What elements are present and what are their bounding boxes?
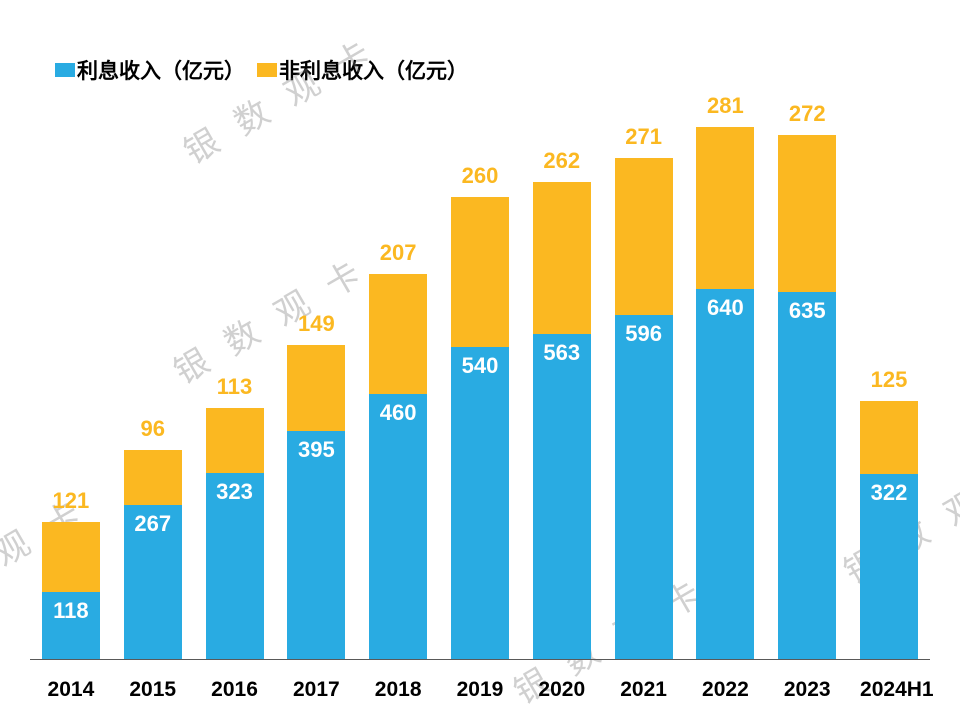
x-axis-label: 2021 [615, 678, 673, 702]
x-axis-label: 2024H1 [860, 678, 918, 702]
bar-segment-interest: 460 [369, 394, 427, 660]
bar-segment-interest: 635 [778, 292, 836, 660]
bar-segment-non-interest [615, 158, 673, 315]
x-axis-label: 2014 [42, 678, 100, 702]
bar-segment-non-interest [124, 450, 182, 506]
x-axis-label: 2020 [533, 678, 591, 702]
bar-segment-label: 640 [707, 289, 744, 321]
bar-group: 113 323 [206, 110, 264, 660]
x-axis-baseline [30, 659, 930, 660]
bar-top-label: 113 [206, 374, 264, 400]
bar-segment-non-interest [533, 182, 591, 334]
bar-segment-label: 596 [625, 315, 662, 347]
bar-segment-interest: 640 [696, 289, 754, 660]
legend-label: 利息收入（亿元） [77, 55, 245, 85]
bar-segment-interest: 596 [615, 315, 673, 660]
bar-segment-label: 540 [462, 347, 499, 379]
bar-top-label: 260 [451, 163, 509, 189]
bar-segment-label: 267 [134, 505, 171, 537]
bars-container: 121 118 96 267 113 323 149 395 207 460 260 540 262 56… [30, 110, 930, 660]
bar-segment-label: 395 [298, 431, 335, 463]
x-axis-label: 2017 [287, 678, 345, 702]
bar-segment-non-interest [860, 401, 918, 473]
bar-group: 262 563 [533, 110, 591, 660]
legend-item: 利息收入（亿元） [55, 55, 245, 85]
bar-top-label: 125 [860, 367, 918, 393]
bar-group: 125 322 [860, 110, 918, 660]
bar-segment-label: 460 [380, 394, 417, 426]
bar-top-label: 207 [369, 240, 427, 266]
stacked-bar-chart: 利息收入（亿元）非利息收入（亿元） 银数观卡银数观卡银数观卡银数观卡银数观卡 1… [0, 0, 960, 720]
bar-top-label: 281 [696, 93, 754, 119]
bar-segment-interest: 563 [533, 334, 591, 660]
bar-segment-interest: 395 [287, 431, 345, 660]
bar-segment-non-interest [42, 522, 100, 592]
bar-top-label: 149 [287, 311, 345, 337]
bar-top-label: 121 [42, 488, 100, 514]
x-axis-label: 2015 [124, 678, 182, 702]
bar-segment-non-interest [287, 345, 345, 431]
bar-group: 272635 [778, 110, 836, 660]
bar-segment-non-interest [778, 135, 836, 292]
x-axis-labels: 2014 2015 2016 2017 2018 2019 2020 2021 2022 2023… [30, 678, 930, 702]
bar-group: 271 596 [615, 110, 673, 660]
bar-segment-interest: 540 [451, 347, 509, 660]
bar-group: 260 540 [451, 110, 509, 660]
bar-top-label: 96 [124, 416, 182, 442]
x-axis-label: 2018 [369, 678, 427, 702]
bar-top-label: 272 [778, 101, 836, 127]
bar-segment-label: 635 [789, 292, 826, 324]
plot-area: 银数观卡银数观卡银数观卡银数观卡银数观卡 1211189626711332314… [30, 110, 930, 660]
legend-swatch-interest [55, 63, 75, 77]
legend-swatch-non-interest [257, 63, 277, 77]
legend-item: 非利息收入（亿元） [257, 55, 468, 85]
bar-group: 149 395 [287, 110, 345, 660]
bar-segment-interest: 118 [42, 592, 100, 660]
bar-segment-interest: 322 [860, 474, 918, 660]
bar-segment-label: 323 [216, 473, 253, 505]
bar-group: 96 267 [124, 110, 182, 660]
bar-segment-non-interest [451, 197, 509, 348]
x-axis-label: 2022 [696, 678, 754, 702]
bar-segment-non-interest [369, 274, 427, 394]
bar-group: 281640 [696, 110, 754, 660]
bar-top-label: 262 [533, 148, 591, 174]
x-axis-label: 2016 [206, 678, 264, 702]
bar-segment-label: 322 [871, 474, 908, 506]
bar-segment-non-interest [206, 408, 264, 473]
x-axis-label: 2019 [451, 678, 509, 702]
bar-segment-interest: 323 [206, 473, 264, 660]
x-axis-label: 2023 [778, 678, 836, 702]
bar-segment-label: 563 [543, 334, 580, 366]
bar-segment-non-interest [696, 127, 754, 290]
bar-top-label: 271 [615, 124, 673, 150]
legend: 利息收入（亿元） 非利息收入（亿元） [55, 55, 468, 85]
bar-group: 207 460 [369, 110, 427, 660]
legend-label: 非利息收入（亿元） [279, 55, 468, 85]
bar-segment-interest: 267 [124, 505, 182, 660]
bar-group: 121 118 [42, 110, 100, 660]
bar-segment-label: 118 [53, 592, 89, 624]
